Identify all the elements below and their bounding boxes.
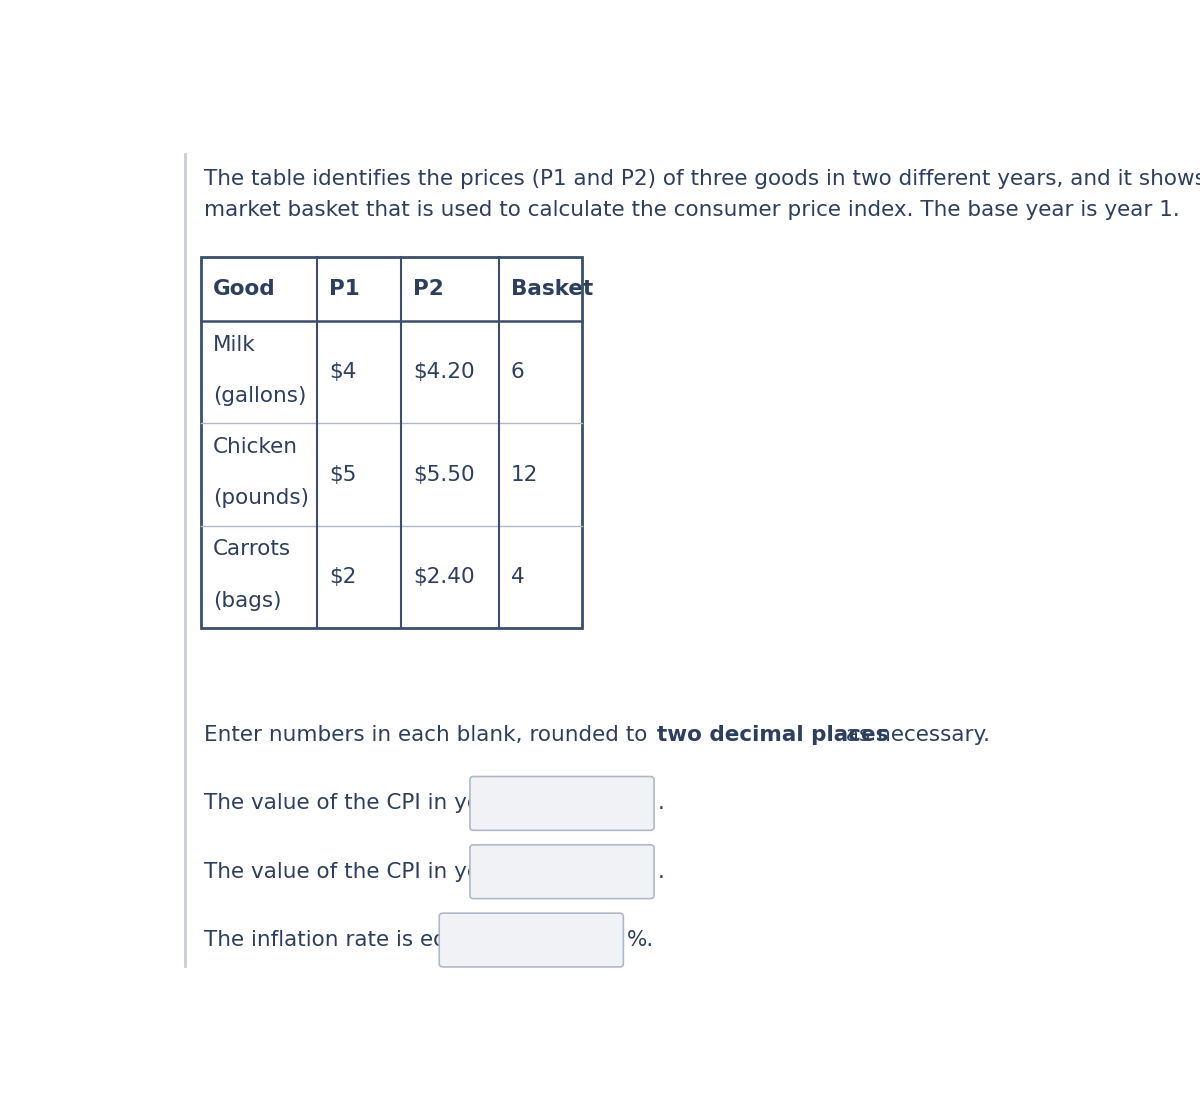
Text: (bags): (bags)	[214, 591, 282, 611]
Text: $4.20: $4.20	[413, 363, 475, 383]
Text: .: .	[658, 793, 665, 813]
FancyBboxPatch shape	[470, 776, 654, 831]
FancyBboxPatch shape	[439, 913, 623, 967]
Text: $5.50: $5.50	[413, 465, 475, 485]
Text: The value of the CPI in year 2 is: The value of the CPI in year 2 is	[204, 862, 547, 882]
Text: Chicken: Chicken	[214, 437, 299, 457]
Text: The value of the CPI in year 1 is: The value of the CPI in year 1 is	[204, 793, 546, 813]
Text: Good: Good	[214, 279, 276, 299]
Text: Carrots: Carrots	[214, 539, 292, 559]
Text: Milk: Milk	[214, 335, 256, 355]
Text: (gallons): (gallons)	[214, 386, 307, 406]
Text: P1: P1	[330, 279, 360, 299]
Text: 4: 4	[511, 567, 524, 587]
Text: %.: %.	[628, 930, 654, 950]
Text: as necessary.: as necessary.	[839, 725, 990, 745]
Text: $2: $2	[330, 567, 356, 587]
Text: Enter numbers in each blank, rounded to: Enter numbers in each blank, rounded to	[204, 725, 654, 745]
Text: 6: 6	[511, 363, 524, 383]
Text: Basket: Basket	[511, 279, 593, 299]
Text: $4: $4	[330, 363, 356, 383]
Text: The inflation rate is equal to: The inflation rate is equal to	[204, 930, 508, 950]
Text: .: .	[658, 862, 665, 882]
Text: market basket that is used to calculate the consumer price index. The base year : market basket that is used to calculate …	[204, 200, 1180, 220]
Bar	[202, 257, 582, 629]
Text: $2.40: $2.40	[413, 567, 475, 587]
Text: (pounds): (pounds)	[214, 488, 310, 508]
Text: $5: $5	[330, 465, 356, 485]
Text: two decimal places: two decimal places	[656, 725, 888, 745]
Text: 12: 12	[511, 465, 539, 485]
Text: P2: P2	[413, 279, 444, 299]
FancyBboxPatch shape	[470, 845, 654, 898]
Text: The table identifies the prices (P1 and P2) of three goods in two different year: The table identifies the prices (P1 and …	[204, 169, 1200, 189]
